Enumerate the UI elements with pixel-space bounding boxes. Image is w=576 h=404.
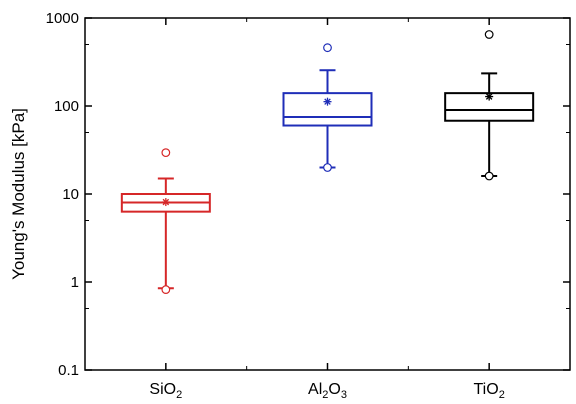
box-series	[120, 148, 211, 294]
outlier-point	[323, 163, 332, 172]
box-series	[282, 43, 373, 172]
mean-marker-stroke	[162, 198, 170, 206]
outlier-point	[161, 148, 171, 158]
mean-marker-stroke	[324, 98, 331, 105]
x-category-label: SiO2	[149, 381, 182, 401]
outlier-point	[484, 30, 494, 39]
outlier-point	[161, 285, 171, 294]
x-category-label: Al2O3	[308, 381, 347, 401]
outlier-point	[323, 43, 332, 53]
box-series-group	[120, 30, 535, 294]
y-tick-label: 1000	[46, 10, 79, 27]
y-tick-label: 10	[62, 186, 79, 203]
y-tick-label: 100	[54, 98, 79, 115]
box-series	[444, 30, 535, 181]
y-axis: 0.1 1 10 100 1000	[46, 10, 570, 379]
y-tick-label: 0.1	[58, 362, 79, 379]
y-tick-label: 1	[71, 274, 79, 291]
x-axis: SiO2 Al2O3 TiO2	[149, 18, 505, 401]
outlier-point	[484, 171, 494, 181]
mean-marker	[161, 198, 170, 207]
mean-marker-stroke	[485, 93, 493, 100]
x-category-label: TiO2	[474, 381, 505, 401]
mean-marker	[485, 92, 494, 101]
mean-marker	[323, 97, 332, 106]
y-axis-title: Young's Modulus [kPa]	[9, 108, 28, 280]
